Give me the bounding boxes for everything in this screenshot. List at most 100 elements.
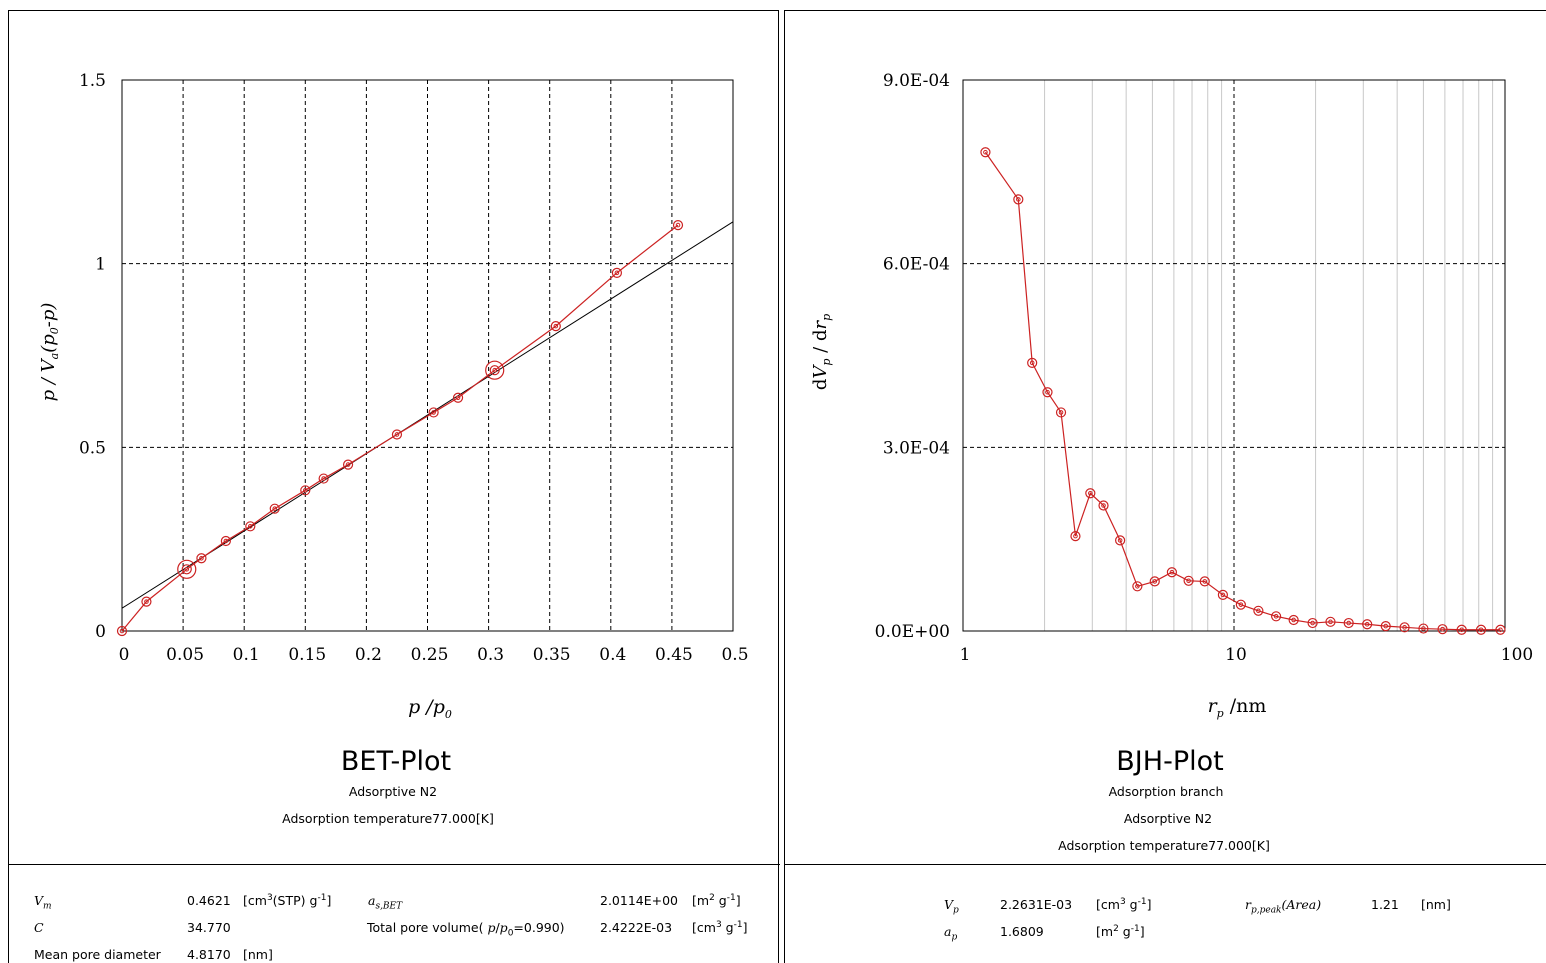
bet-data-point — [611, 267, 623, 278]
bet-x-tick-label: 0.15 — [288, 645, 326, 665]
bjh-data-point — [1288, 614, 1299, 626]
bet-x-tick-label: 0.25 — [411, 645, 449, 665]
bet-panel — [8, 10, 780, 963]
bet-data-point — [318, 473, 329, 484]
bjh-data-point — [1115, 535, 1126, 546]
bet-highlight-point — [485, 360, 505, 380]
bjh-rpeak-value: 1.21 — [1371, 897, 1399, 912]
bjh-data-point — [1199, 576, 1210, 587]
bjh-x-tick-label: 100 — [1501, 645, 1533, 665]
bet-data-point — [300, 485, 311, 496]
bjh-data-point — [1055, 407, 1067, 418]
bjh-data-point — [1380, 621, 1391, 632]
bet-x-axis-label: p /p0 — [408, 696, 452, 721]
bet-x-tick-label: 0.2 — [355, 645, 382, 665]
bjh-data-point — [1495, 624, 1506, 635]
bjh-y-tick-label: 0.0E+00 — [875, 622, 950, 642]
bjh-data-point — [1270, 611, 1282, 622]
bet-x-tick-label: 0.1 — [233, 645, 260, 665]
bjh-ap-value: 1.6809 — [1000, 924, 1044, 939]
bjh-subtitle-temperature: Adsorption temperature77.000[K] — [1058, 838, 1270, 853]
bjh-data-point — [1042, 387, 1053, 398]
bjh-x-tick-label: 10 — [1225, 645, 1247, 665]
bet-c-value: 34.770 — [187, 920, 231, 935]
bet-x-tick-label: 0.05 — [166, 645, 204, 665]
bjh-data-point — [1013, 194, 1024, 205]
bet-subtitle-temperature: Adsorption temperature77.000[K] — [282, 811, 494, 826]
bjh-data-point — [1235, 599, 1246, 610]
bet-chart-title: BET-Plot — [341, 746, 451, 777]
bjh-data-point — [1070, 531, 1081, 542]
bet-data-point — [181, 564, 192, 575]
bjh-x-axis-label: rp /nm — [1208, 695, 1267, 720]
bjh-data-point — [1456, 624, 1467, 635]
bet-as-unit: [m2 g-1] — [692, 893, 741, 909]
bet-mpd-label: Mean pore diameter — [34, 947, 161, 962]
bet-y-axis-label: p / Va(p0-p) — [38, 303, 61, 402]
bet-data-point — [342, 459, 354, 470]
bjh-data-point — [1027, 357, 1038, 368]
bet-c-label: C — [34, 920, 44, 935]
bjh-y-tick-label: 6.0E-04 — [883, 255, 950, 275]
bet-data-line — [121, 224, 679, 632]
bjh-data-point — [1085, 488, 1096, 499]
bet-vm-value: 0.4621 — [187, 893, 231, 908]
bet-as-value: 2.0114E+00 — [600, 893, 679, 908]
bjh-subtitle-branch: Adsorption branch — [1109, 784, 1224, 799]
bjh-data-point — [980, 147, 991, 158]
bjh-ap-label: ap — [944, 924, 958, 943]
bet-data-point — [196, 553, 207, 564]
bjh-ap-unit: [m2 g-1] — [1096, 924, 1145, 940]
bet-plot-frame — [121, 79, 734, 632]
bet-data-point — [220, 535, 231, 547]
bjh-y-tick-label: 3.0E-04 — [883, 438, 950, 458]
bjh-y-tick-label: 9.0E-04 — [883, 71, 950, 91]
bjh-plot-frame — [962, 79, 1506, 632]
bjh-data-point — [1253, 605, 1264, 616]
bjh-data-point — [1399, 622, 1410, 633]
bet-data-point — [672, 219, 684, 231]
bjh-panel — [784, 10, 1546, 963]
bjh-chart-title: BJH-Plot — [1116, 746, 1223, 777]
bjh-data-point — [1437, 624, 1448, 635]
bet-data-point — [116, 625, 128, 637]
bet-x-tick-label: 0.45 — [655, 645, 693, 665]
bet-x-tick-label: 0.3 — [477, 645, 504, 665]
bjh-rpeak-unit: [nm] — [1421, 897, 1451, 912]
bjh-data-line — [984, 151, 1501, 631]
bjh-data-point — [1343, 617, 1354, 629]
bet-chart: BET-Plot Adsorptive N2 Adsorption temper… — [38, 71, 749, 826]
bjh-subtitle-adsorptive: Adsorptive N2 — [1124, 811, 1212, 826]
bet-data-point — [245, 521, 256, 532]
bet-data-point — [391, 429, 403, 440]
bet-data-point — [141, 596, 152, 607]
bjh-data-point — [1307, 617, 1318, 629]
bjh-y-axis-label: dVp / drp — [810, 314, 833, 390]
bet-results-divider — [9, 864, 780, 865]
bet-x-tick-label: 0 — [119, 645, 130, 665]
bjh-data-point — [1362, 619, 1373, 630]
bet-tpv-label: Total pore volume( p/p0=0.990) — [367, 920, 565, 939]
bjh-data-point — [1149, 576, 1160, 587]
bjh-vp-label: Vp — [944, 897, 959, 916]
bjh-data-point — [1183, 575, 1194, 586]
bet-tpv-unit: [cm3 g-1] — [692, 920, 748, 936]
bet-y-tick-label: 0.5 — [79, 438, 106, 458]
bet-subtitle-adsorptive: Adsorptive N2 — [349, 784, 437, 799]
bet-tpv-value: 2.4222E-03 — [600, 920, 673, 935]
bet-as-label: as,BET — [368, 893, 403, 912]
bet-vm-label: Vm — [34, 893, 52, 912]
bjh-data-point — [1475, 624, 1487, 635]
bjh-data-point — [1132, 581, 1143, 592]
bet-data-point — [269, 503, 280, 514]
bet-mpd-unit: [nm] — [243, 947, 273, 962]
bjh-data-point — [1166, 567, 1178, 578]
bet-data-point — [489, 365, 500, 376]
bet-x-tick-label: 0.35 — [533, 645, 571, 665]
bjh-data-point — [1098, 500, 1109, 511]
bet-y-tick-label: 1.5 — [79, 71, 106, 91]
bjh-data-point — [1217, 589, 1229, 600]
bjh-rpeak-label: rp,peak(Area) — [1245, 897, 1322, 916]
bet-fit-line — [121, 221, 734, 609]
